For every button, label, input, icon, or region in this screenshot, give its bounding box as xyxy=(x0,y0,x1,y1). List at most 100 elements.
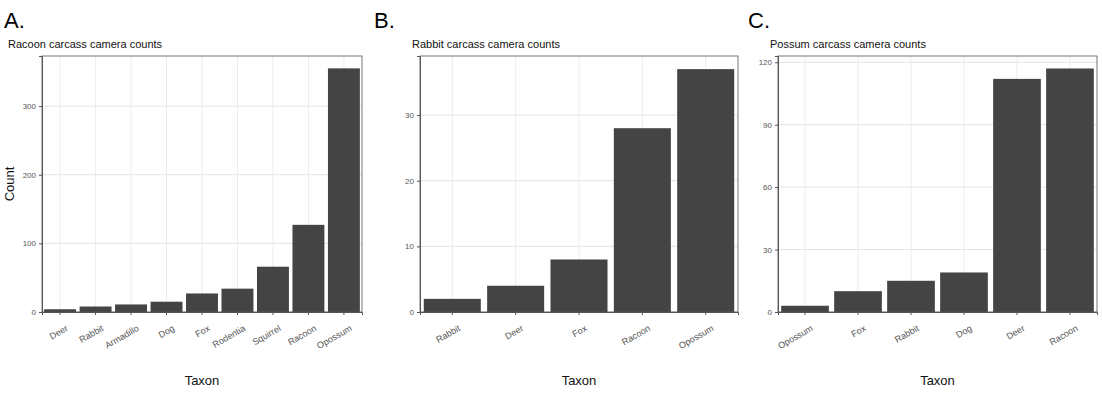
x-axis: Rabbit Deer Fox Racoon Opossum xyxy=(421,312,739,351)
y-tick: 30 xyxy=(405,111,420,120)
x-tick-label: Opossum xyxy=(776,323,814,351)
y-tick: 120 xyxy=(759,58,778,67)
y-tick-mark xyxy=(775,62,778,63)
bar xyxy=(151,302,183,312)
x-tick: Rabbit xyxy=(434,312,462,345)
y-tick-label: 100 xyxy=(23,239,37,248)
x-tick: Squirrel xyxy=(251,312,283,347)
y-tick-mark xyxy=(417,115,420,116)
y-tick-label: 10 xyxy=(405,242,414,251)
y-tick-label: 200 xyxy=(23,171,37,180)
x-tick: Rodentia xyxy=(211,312,247,350)
y-tick-label: 0 xyxy=(410,308,415,317)
x-tick-label: Dog xyxy=(157,323,176,340)
x-tick: Racoon xyxy=(1048,312,1080,347)
y-tick-mark xyxy=(39,312,42,313)
y-tick-label: 0 xyxy=(32,308,37,317)
x-axis: Deer RabbitArmadillo Dog FoxRodentiaSquirre… xyxy=(43,312,363,351)
x-tick-label: Rabbit xyxy=(434,323,462,345)
y-tick-label: 90 xyxy=(763,121,772,130)
x-tick-label: Deer xyxy=(503,323,525,341)
bar xyxy=(834,291,882,312)
y-tick-label: 30 xyxy=(763,246,772,255)
x-tick-mark xyxy=(1069,312,1070,315)
bar xyxy=(550,259,607,312)
y-axis-line xyxy=(775,57,779,313)
x-tick: Deer xyxy=(1005,312,1027,341)
x-tick: Racoon xyxy=(620,312,652,347)
x-tick: Opossum xyxy=(776,312,814,351)
x-axis-title: Taxon xyxy=(562,373,597,388)
y-tick: 0 xyxy=(768,308,778,317)
x-tick: Fox xyxy=(571,312,589,339)
bar xyxy=(487,286,544,312)
bar xyxy=(1046,68,1094,312)
grid-line xyxy=(778,62,1097,63)
x-tick-mark xyxy=(642,312,643,315)
y-tick: 200 xyxy=(23,171,42,180)
y-tick-mark xyxy=(39,243,42,244)
grid xyxy=(42,56,362,312)
grid-line-x xyxy=(858,56,859,312)
y-tick: 60 xyxy=(763,183,778,192)
x-tick-mark xyxy=(272,312,273,315)
x-tick: Rabbit xyxy=(893,312,921,345)
panel-label: C. xyxy=(748,8,770,33)
x-tick-mark xyxy=(705,312,706,315)
y-tick: 0 xyxy=(32,308,42,317)
grid-line-x xyxy=(60,56,61,312)
panel-label: A. xyxy=(4,8,25,33)
bar xyxy=(292,225,324,312)
x-tick-mark xyxy=(515,312,516,315)
bar xyxy=(993,79,1041,312)
y-tick-mark xyxy=(39,175,42,176)
panel: 0100200300DeerRabbitArmadilloDogFoxRoden… xyxy=(2,8,363,388)
bar xyxy=(614,128,671,312)
x-axis-line xyxy=(779,313,1098,316)
x-tick-label: Racoon xyxy=(1048,323,1080,347)
grid xyxy=(420,56,738,312)
chart-title: Rabbit carcass camera counts xyxy=(412,38,560,50)
bars xyxy=(424,69,734,312)
plot-frame xyxy=(778,56,1097,312)
y-tick-mark xyxy=(417,312,420,313)
grid-line-x xyxy=(515,56,516,312)
x-tick-mark xyxy=(202,312,203,315)
x-tick-label: Racoon xyxy=(620,323,652,347)
panel-label: B. xyxy=(374,8,395,33)
grid-line-x xyxy=(166,56,167,312)
plot-background xyxy=(42,56,362,312)
x-tick: Rabbit xyxy=(78,312,106,345)
grid-line-x xyxy=(805,56,806,312)
panel: 0306090120OpossumFoxRabbitDogDeerRacoonC… xyxy=(748,8,1098,388)
x-tick: Fox xyxy=(194,312,212,339)
y-tick-mark xyxy=(775,125,778,126)
y-tick-mark xyxy=(775,250,778,251)
bar xyxy=(44,309,76,312)
y-tick-label: 0 xyxy=(768,308,773,317)
y-axis-line xyxy=(417,57,421,313)
bar xyxy=(257,267,289,312)
grid-line-x xyxy=(202,56,203,312)
x-tick-mark xyxy=(911,312,912,315)
plot-frame xyxy=(420,56,738,312)
y-tick: 90 xyxy=(763,121,778,130)
x-tick: Fox xyxy=(850,312,868,339)
x-tick-mark xyxy=(166,312,167,315)
chart-title: Racoon carcass camera counts xyxy=(8,38,163,50)
bar xyxy=(940,272,988,312)
x-tick: Opossum xyxy=(677,312,715,351)
x-tick-mark xyxy=(60,312,61,315)
grid-line-x xyxy=(911,56,912,312)
y-tick-mark xyxy=(417,181,420,182)
x-tick-label: Armadillo xyxy=(103,323,140,350)
x-tick-mark xyxy=(1016,312,1017,315)
x-axis-line xyxy=(43,313,363,316)
x-tick-mark xyxy=(805,312,806,315)
plot-frame xyxy=(42,56,362,312)
x-tick-mark xyxy=(343,312,344,315)
x-tick-label: Squirrel xyxy=(251,323,283,347)
x-axis-title: Taxon xyxy=(920,373,955,388)
grid-line-x xyxy=(452,56,453,312)
x-tick-label: Deer xyxy=(48,323,70,341)
